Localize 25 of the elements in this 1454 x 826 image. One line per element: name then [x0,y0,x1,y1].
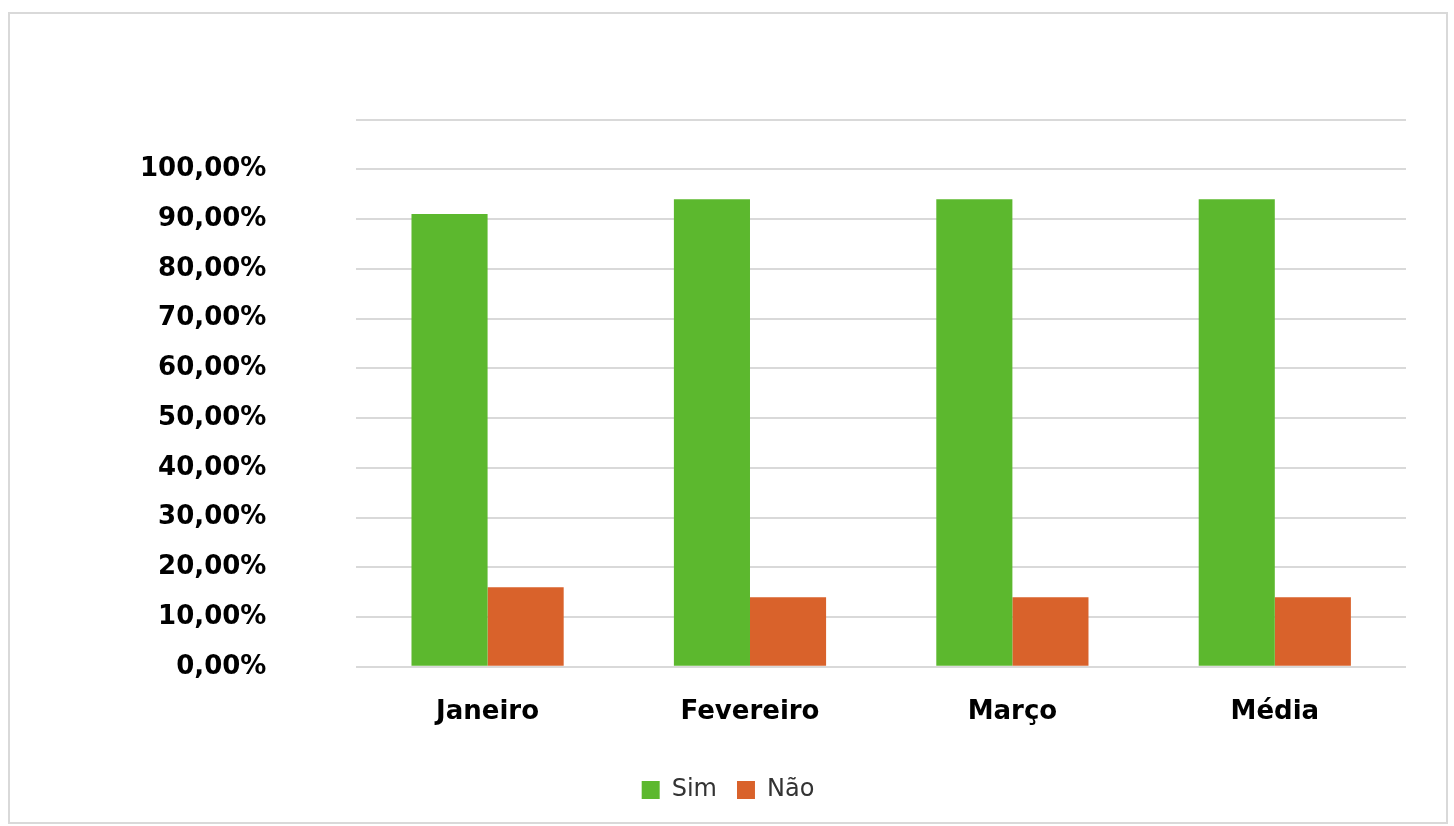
x-tick-label: Janeiro [434,695,540,726]
legend-label: Sim [671,774,717,803]
y-tick-label: 50,00% [158,400,267,431]
y-tick-label: 0,00% [176,649,267,680]
y-tick-label: 30,00% [158,500,267,531]
bar [1198,199,1275,666]
bar [1012,597,1089,666]
x-tick-label: Março [967,695,1058,726]
y-tick-label: 40,00% [158,450,267,481]
bar [487,587,564,666]
y-tick-label: 80,00% [158,251,267,282]
bar [1274,597,1351,666]
y-tick-label: 90,00% [158,201,267,232]
bar [411,214,488,666]
y-tick-label: 20,00% [158,550,267,581]
bar [749,597,827,666]
y-tick-label: 60,00% [158,351,267,382]
legend-label: Não [766,774,815,803]
y-tick-label: 10,00% [158,599,267,630]
x-tick-label: Média [1230,695,1320,726]
y-tick-label: 100,00% [139,152,267,183]
bar [673,199,750,666]
bar [936,199,1013,666]
y-tick-label: 70,00% [158,301,267,332]
x-tick-label: Fevereiro [680,695,820,726]
